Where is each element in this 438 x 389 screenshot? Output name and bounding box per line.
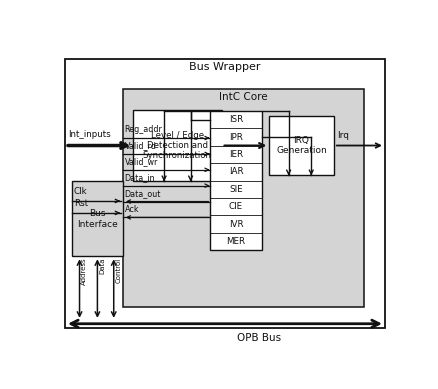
Text: IRQ
Generation: IRQ Generation bbox=[276, 136, 326, 155]
Text: Valid_wr: Valid_wr bbox=[124, 157, 158, 166]
Bar bbox=[133, 110, 221, 181]
Text: IVR: IVR bbox=[228, 219, 243, 228]
Text: MER: MER bbox=[226, 237, 245, 246]
Text: IPR: IPR bbox=[229, 133, 242, 142]
Bar bbox=[123, 89, 364, 307]
Text: Data_out: Data_out bbox=[124, 189, 161, 198]
Text: IAR: IAR bbox=[228, 167, 243, 176]
Text: Valid_rd: Valid_rd bbox=[124, 141, 156, 150]
Text: Int_inputs: Int_inputs bbox=[68, 130, 111, 139]
Text: Reg_addr: Reg_addr bbox=[124, 125, 162, 134]
Text: Clk: Clk bbox=[74, 187, 87, 196]
Text: IntC Core: IntC Core bbox=[219, 92, 268, 102]
Text: Irq: Irq bbox=[336, 131, 349, 140]
Text: Level / Edge
Detection and
Synchronization: Level / Edge Detection and Synchronizati… bbox=[142, 131, 212, 160]
Text: CIE: CIE bbox=[229, 202, 243, 211]
Bar bbox=[72, 181, 123, 256]
Text: Bus Wrapper: Bus Wrapper bbox=[189, 62, 260, 72]
Text: Bus
Interface: Bus Interface bbox=[77, 209, 117, 229]
Text: IER: IER bbox=[229, 150, 243, 159]
Text: Rst: Rst bbox=[74, 198, 88, 207]
Bar bbox=[209, 111, 262, 250]
Text: Data: Data bbox=[99, 258, 105, 274]
Text: ISR: ISR bbox=[228, 115, 243, 124]
Text: OPB Bus: OPB Bus bbox=[237, 333, 280, 343]
Text: SIE: SIE bbox=[229, 185, 242, 194]
Text: Address: Address bbox=[81, 258, 87, 286]
Text: Control: Control bbox=[115, 258, 121, 283]
Text: Data_in: Data_in bbox=[124, 173, 155, 182]
Bar bbox=[268, 116, 333, 175]
Text: Ack: Ack bbox=[124, 205, 139, 214]
